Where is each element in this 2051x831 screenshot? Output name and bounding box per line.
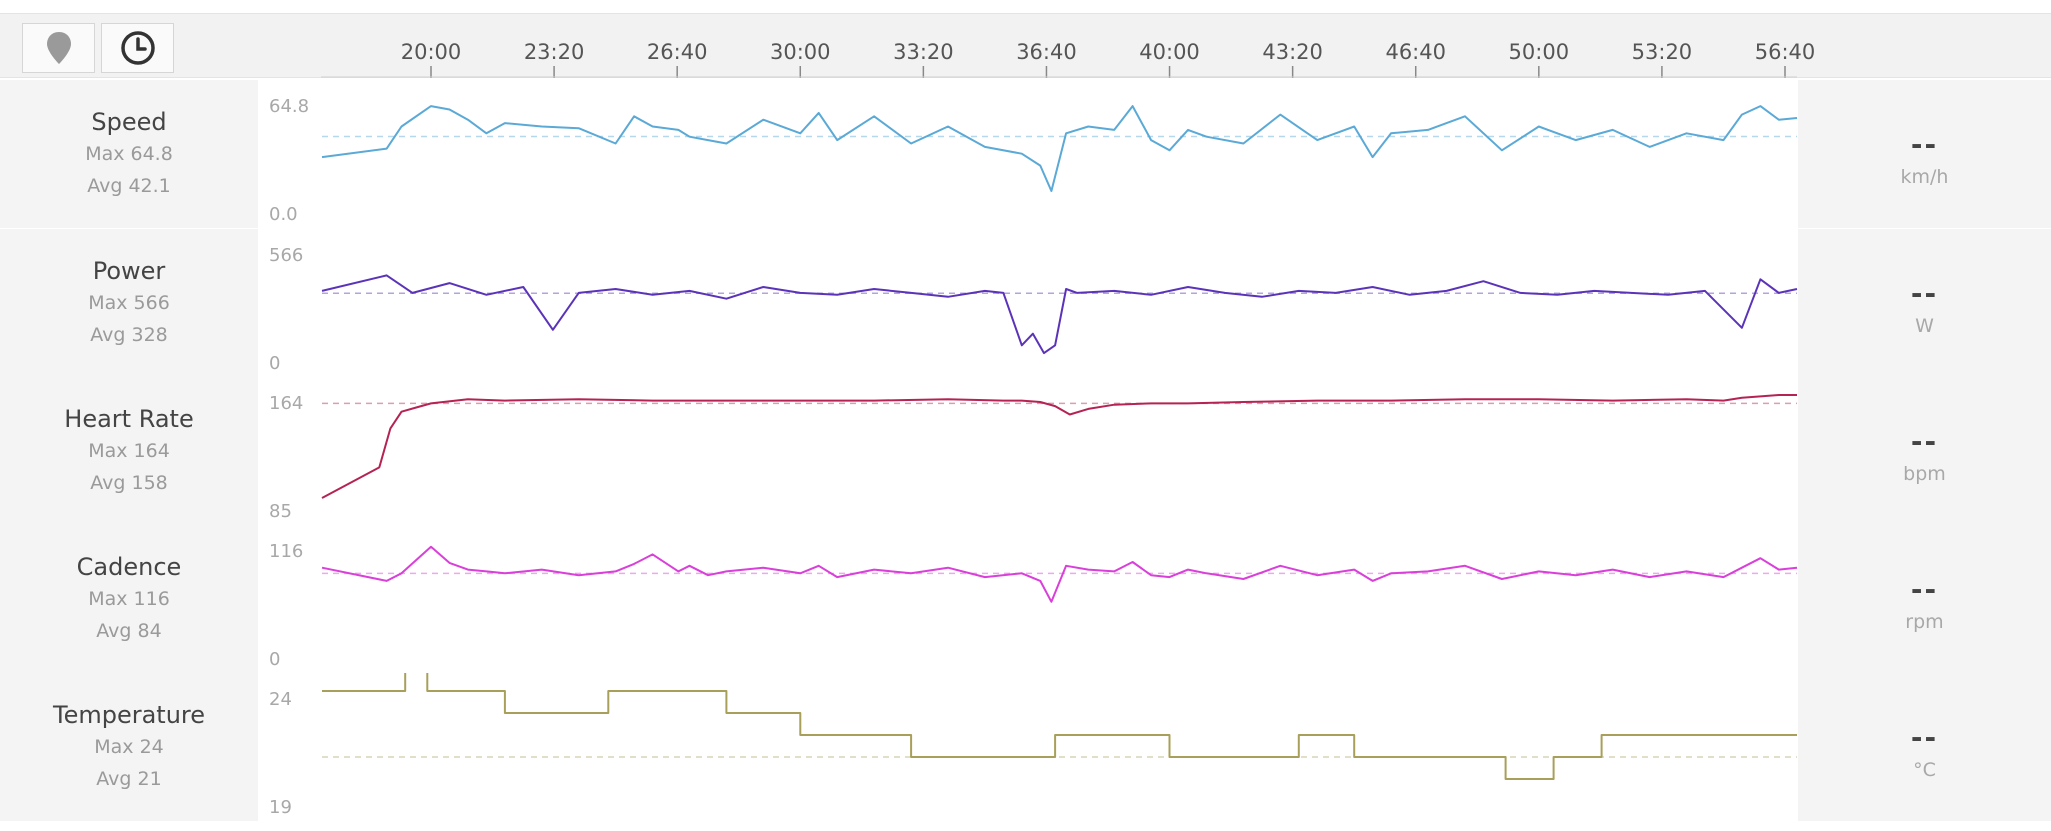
time-view-button[interactable] (101, 23, 174, 73)
time-tick-label: 36:40 (1016, 40, 1077, 64)
metric-plot[interactable]: 24 19 (258, 673, 1798, 821)
metric-avg: Avg 158 (90, 472, 168, 494)
metric-summary: Heart Rate Max 164 Avg 158 (0, 377, 258, 525)
current-value: -- (1910, 573, 1939, 606)
metric-max: Max 566 (88, 292, 170, 314)
map-pin-icon (46, 32, 71, 64)
metric-row-temperature: Temperature Max 24 Avg 21 24 19 -- °C (0, 673, 2051, 821)
current-value: -- (1910, 128, 1939, 161)
metric-plot[interactable]: 164 85 (258, 377, 1798, 525)
metric-line-chart (321, 274, 1798, 355)
time-tick-label: 23:20 (524, 40, 585, 64)
metric-row-cadence: Cadence Max 116 Avg 84 116 0 -- rpm (0, 525, 2051, 673)
metric-max: Max 164 (88, 440, 170, 462)
metric-row-power: Power Max 566 Avg 328 566 0 -- W (0, 229, 2051, 377)
metric-summary: Temperature Max 24 Avg 21 (0, 673, 258, 821)
map-view-button[interactable] (22, 23, 95, 73)
metric-line-chart (321, 394, 1797, 499)
y-min-label: 19 (269, 797, 292, 818)
metric-name: Temperature (52, 701, 206, 729)
metric-row-speed: Speed Max 64.8 Avg 42.1 64.8 0.0 -- km/h (0, 80, 2051, 228)
time-tick-label: 43:20 (1262, 40, 1323, 64)
time-axis: 20:00 23:20 26:40 30:00 33:20 36:40 40:00 43:20… (321, 40, 1816, 78)
metric-summary: Speed Max 64.8 Avg 42.1 (0, 80, 258, 228)
metric-name: Power (92, 257, 166, 285)
series-line (321, 545, 1798, 603)
time-tick-label: 33:20 (893, 40, 954, 64)
metric-readout: -- km/h (1798, 80, 2051, 228)
metric-plot[interactable]: 566 0 (258, 229, 1798, 377)
metric-row-heart-rate: Heart Rate Max 164 Avg 158 164 85 -- bpm (0, 377, 2051, 525)
y-max-label: 64.8 (269, 96, 310, 117)
metric-summary: Power Max 566 Avg 328 (0, 229, 258, 377)
y-max-label: 116 (269, 541, 304, 562)
metric-summary: Cadence Max 116 Avg 84 (0, 525, 258, 673)
current-value: -- (1910, 277, 1939, 310)
clock-icon (120, 31, 155, 65)
time-tick-label: 20:00 (401, 40, 462, 64)
chart-toolbar (0, 13, 2051, 78)
metric-avg: Avg 21 (96, 768, 162, 790)
metric-unit: km/h (1900, 166, 1949, 188)
time-tick-label: 50:00 (1509, 40, 1570, 64)
series-line (321, 105, 1798, 192)
time-tick-label: 46:40 (1385, 40, 1446, 64)
time-tick-label: 26:40 (647, 40, 708, 64)
metric-readout: -- °C (1798, 673, 2051, 821)
metric-unit: °C (1913, 759, 1936, 781)
time-tick-label: 40:00 (1139, 40, 1200, 64)
metric-avg: Avg 328 (90, 324, 168, 346)
metric-unit: bpm (1903, 463, 1946, 485)
y-min-label: 85 (269, 501, 292, 522)
current-value: -- (1910, 721, 1939, 754)
metric-unit: rpm (1905, 611, 1944, 633)
metric-avg: Avg 42.1 (87, 175, 171, 197)
metric-line-chart (322, 673, 1797, 780)
metric-max: Max 116 (88, 588, 170, 610)
metric-line-chart (321, 105, 1798, 192)
metric-plot[interactable]: 64.8 0.0 (258, 80, 1798, 228)
metric-plot[interactable]: 116 0 (258, 525, 1798, 673)
y-min-label: 0.0 (269, 204, 298, 225)
metric-name: Heart Rate (64, 405, 194, 433)
y-max-label: 566 (269, 245, 304, 266)
metric-readout: -- W (1798, 229, 2051, 377)
time-tick-label: 30:00 (770, 40, 831, 64)
metric-line-chart (321, 545, 1798, 603)
y-min-label: 0 (269, 649, 281, 670)
metric-max: Max 24 (94, 736, 164, 758)
metric-name: Cadence (76, 553, 182, 581)
metric-unit: W (1915, 315, 1934, 337)
current-value: -- (1910, 425, 1939, 458)
y-min-label: 0 (269, 353, 281, 374)
time-tick-label: 53:20 (1632, 40, 1693, 64)
metric-max: Max 64.8 (85, 143, 173, 165)
metric-avg: Avg 84 (96, 620, 162, 642)
metric-name: Speed (91, 108, 167, 136)
time-tick-label: 56:40 (1755, 40, 1816, 64)
series-line (321, 274, 1798, 355)
series-line (322, 673, 1797, 780)
metric-readout: -- bpm (1798, 377, 2051, 525)
y-max-label: 24 (269, 689, 292, 710)
metric-readout: -- rpm (1798, 525, 2051, 673)
y-max-label: 164 (269, 393, 304, 414)
series-line (321, 394, 1797, 499)
